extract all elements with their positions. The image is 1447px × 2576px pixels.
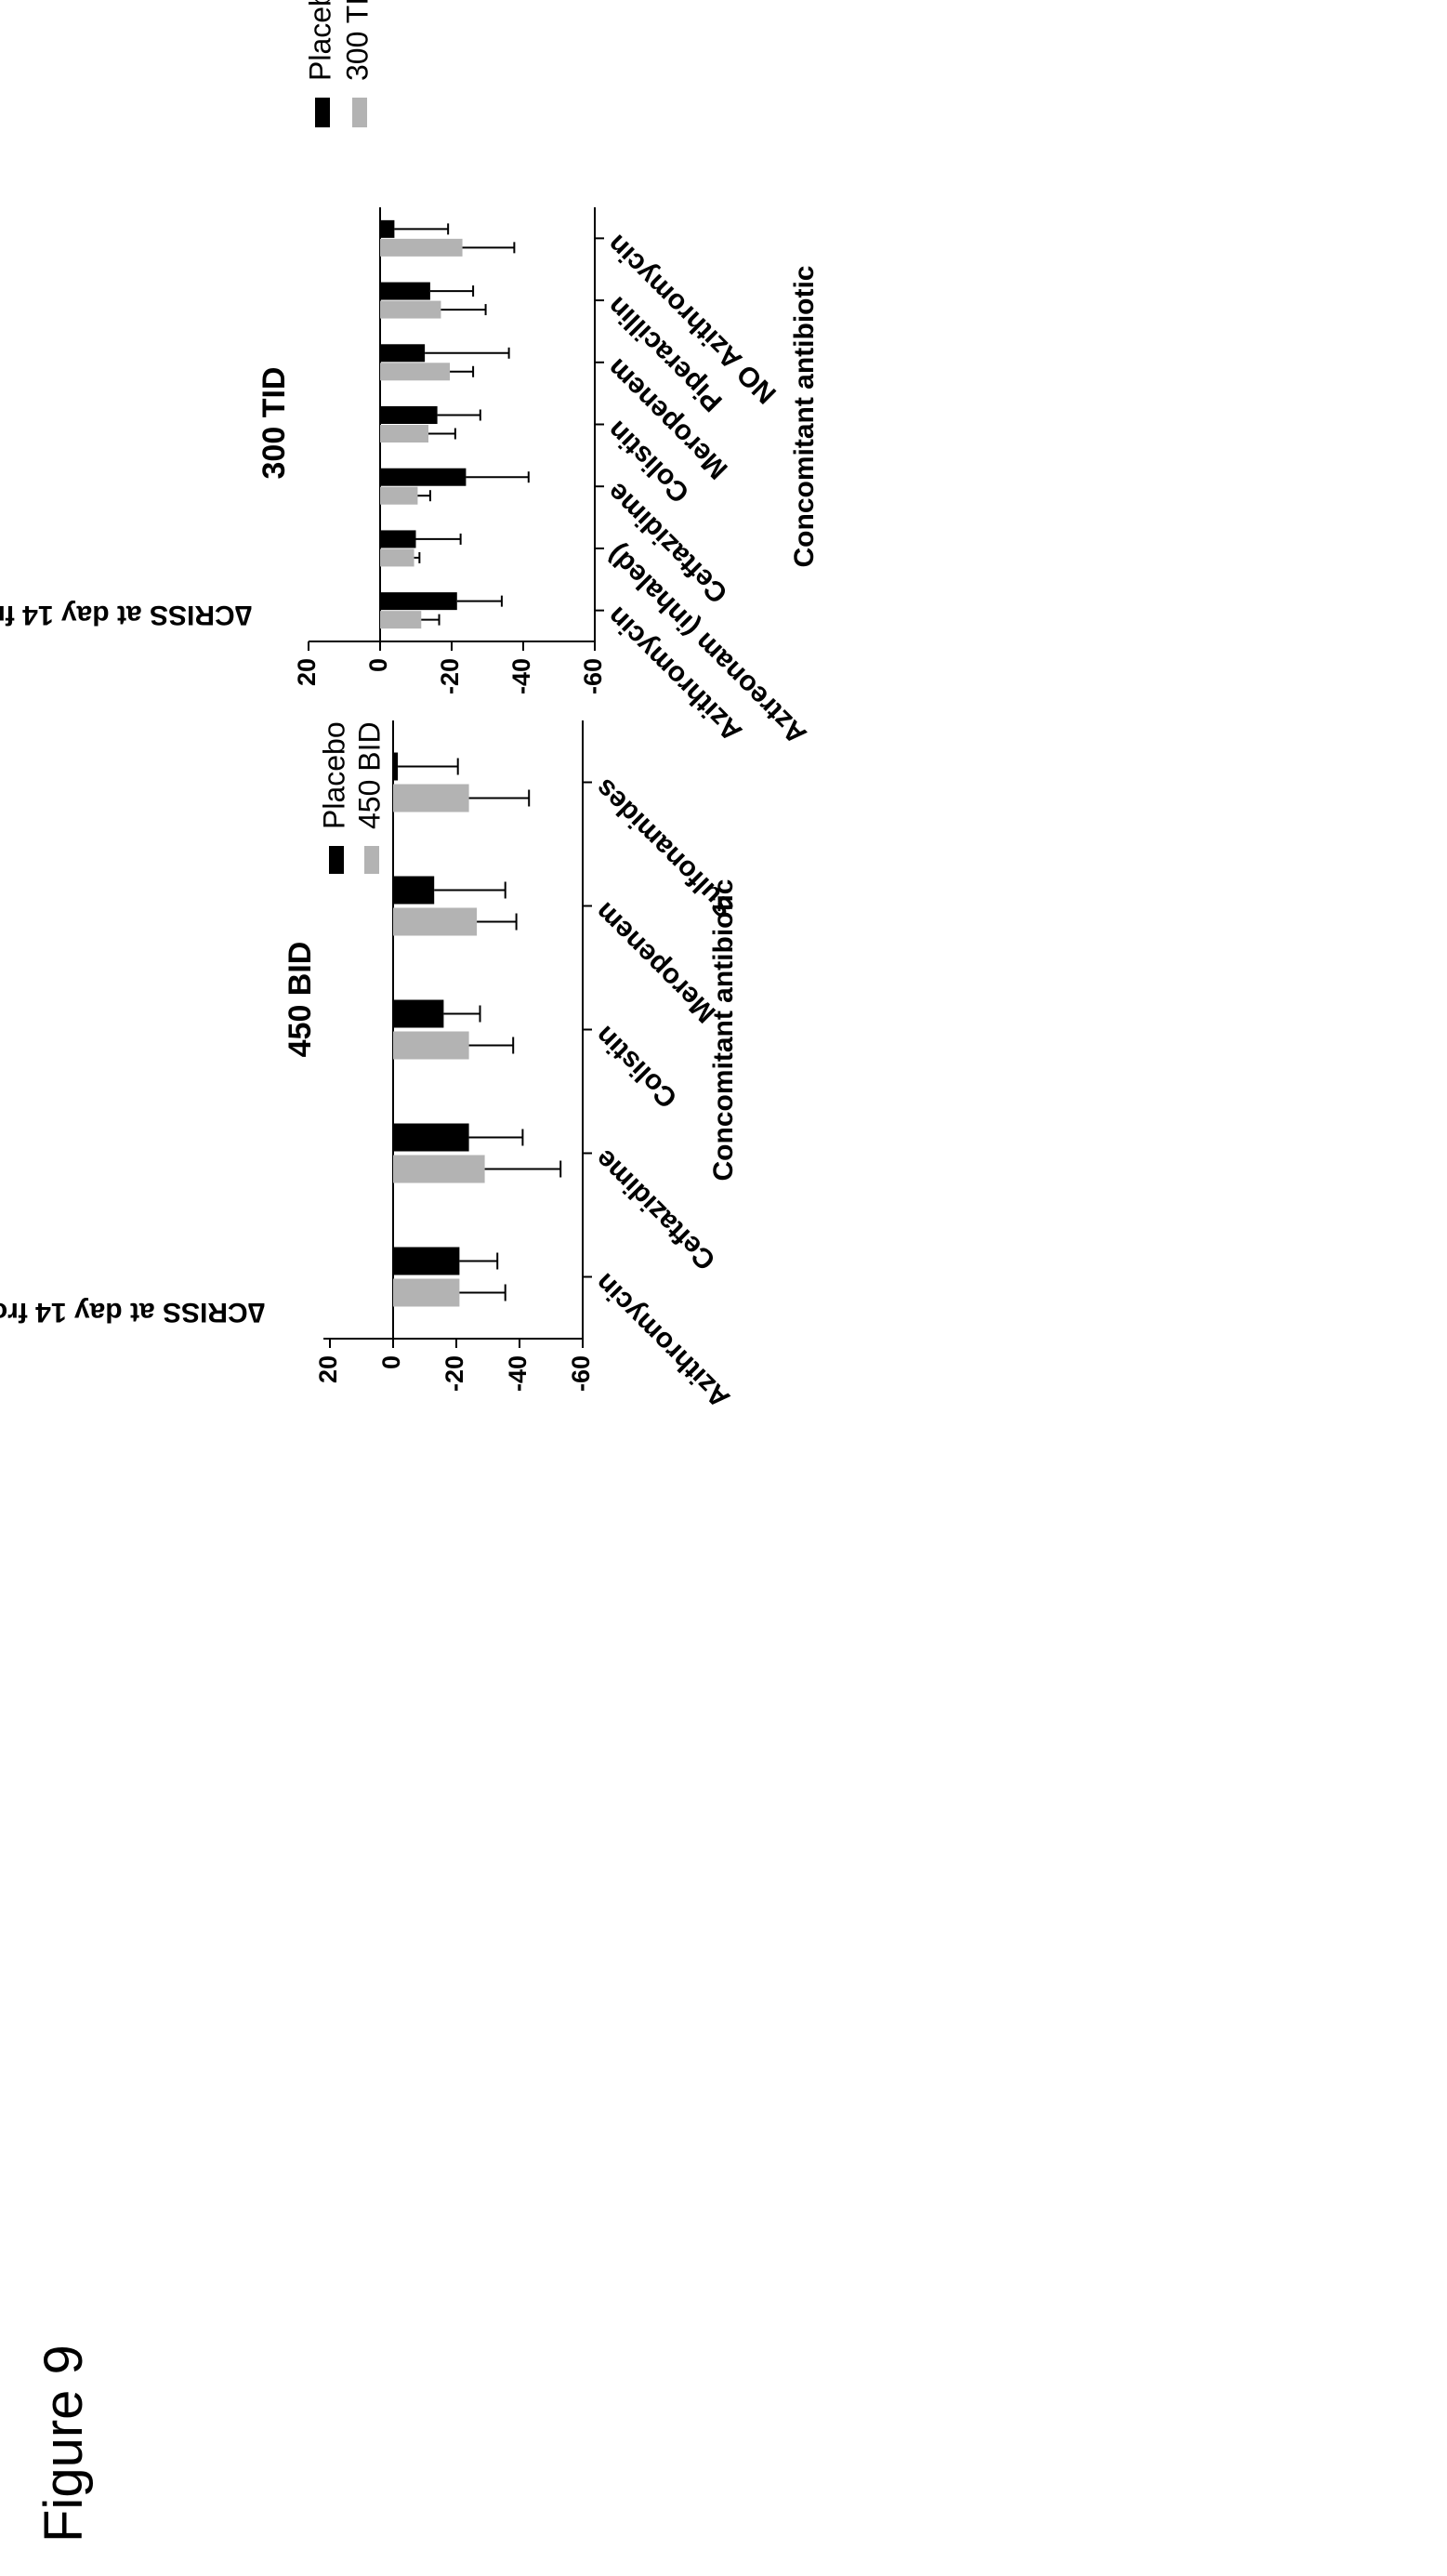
- bar-placebo: [380, 406, 438, 424]
- bar-treatment: [393, 784, 469, 812]
- bar-treatment: [380, 300, 441, 319]
- y-tick-label: -60: [579, 658, 607, 694]
- figure-label: Figure 9: [33, 2345, 94, 2543]
- category-label: Ceftazidime: [589, 1143, 721, 1275]
- y-tick-label: 20: [293, 658, 321, 686]
- x-axis-label: Concomitant antibiotic: [708, 879, 739, 1182]
- y-axis-label: ∆CRISS at day 14 from baseline: [0, 600, 252, 630]
- bar-treatment: [380, 238, 463, 257]
- bar-treatment: [393, 1031, 469, 1060]
- bar-treatment: [380, 363, 451, 381]
- bar-placebo: [380, 344, 426, 363]
- legend-label: 450 BID: [352, 721, 386, 829]
- x-axis-label: Concomitant antibiotic: [789, 266, 820, 568]
- bar-treatment: [380, 425, 428, 443]
- bar-placebo: [393, 1247, 460, 1275]
- legend-label: Placebo: [303, 0, 336, 81]
- y-tick-label: -20: [441, 1355, 468, 1392]
- bar-treatment: [393, 1155, 485, 1183]
- y-tick-label: 0: [364, 658, 392, 672]
- legend-swatch-treatment: [364, 846, 379, 874]
- bar-treatment: [380, 548, 414, 567]
- bar-treatment: [393, 1278, 460, 1307]
- legend-swatch-placebo: [315, 98, 330, 127]
- legend-swatch-placebo: [329, 846, 344, 874]
- bar-placebo: [380, 219, 395, 238]
- bar-treatment: [380, 611, 422, 629]
- category-label: Colistin: [589, 1020, 683, 1114]
- chart-title: 450 BID: [283, 942, 318, 1058]
- y-tick-label: -40: [507, 658, 535, 694]
- legend-label: Placebo: [317, 721, 350, 829]
- y-tick-label: 20: [314, 1355, 342, 1383]
- legend-swatch-treatment: [352, 98, 367, 127]
- bar-placebo: [380, 282, 430, 300]
- bar-placebo: [380, 530, 416, 548]
- category-label: Meropenem: [589, 896, 721, 1028]
- y-tick-label: 0: [377, 1355, 405, 1369]
- bar-placebo: [393, 1123, 469, 1152]
- y-tick-label: -60: [567, 1355, 595, 1392]
- bar-placebo: [380, 592, 457, 611]
- y-tick-label: -20: [436, 658, 464, 694]
- bar-placebo: [380, 468, 467, 486]
- chart-450-bid: 450 BID 20 0 -20 -40 -60 ∆CRISS at day 14 from…: [0, 720, 741, 1414]
- bar-placebo: [393, 752, 399, 781]
- y-axis-label: ∆CRISS at day 14 from baseline: [0, 1297, 265, 1328]
- bar-treatment: [380, 486, 418, 505]
- bar-placebo: [393, 876, 435, 905]
- bar-treatment: [393, 907, 478, 936]
- bar-placebo: [393, 999, 444, 1028]
- chart-300-tid: 300 TID 20 0 -20 -40 -60 ∆CRISS at day 14 from…: [0, 0, 820, 750]
- chart-title: 300 TID: [257, 367, 292, 480]
- legend-label: 300 TID: [340, 0, 374, 81]
- y-tick-label: -40: [504, 1355, 532, 1392]
- category-label: Azithromycin: [589, 1267, 736, 1414]
